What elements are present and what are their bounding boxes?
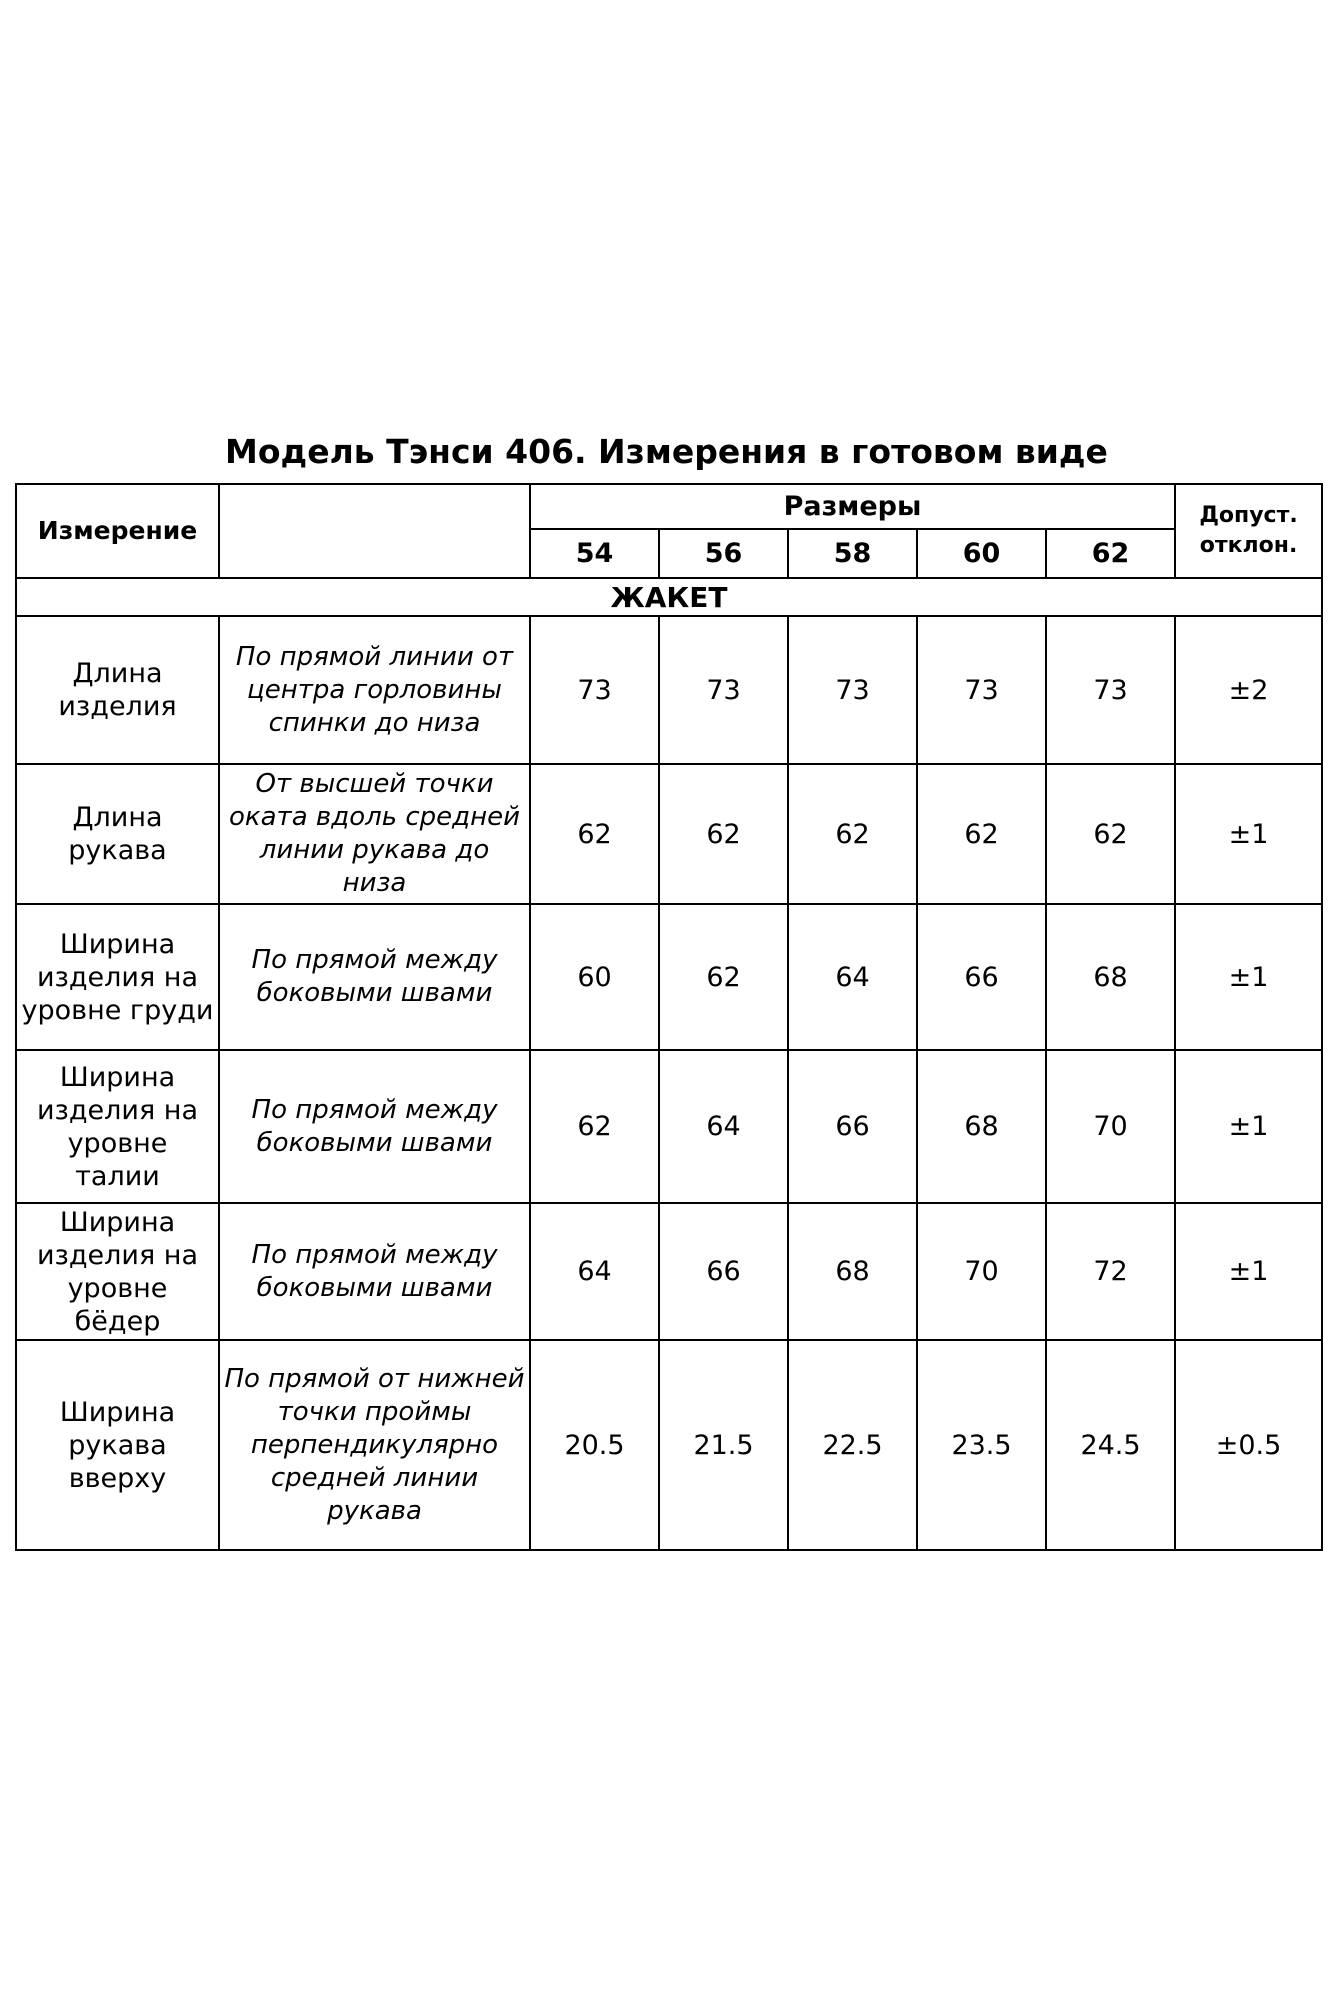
header-size: 58	[787, 528, 918, 579]
measurement-value: 72	[1044, 1202, 1177, 1341]
measurement-value: 68	[787, 1202, 918, 1341]
measurement-description: По прямой от нижней точки проймы перпенд…	[218, 1339, 531, 1551]
tolerance-value: ±1	[1174, 763, 1324, 905]
measurement-description: По прямой между боковыми швами	[218, 1202, 531, 1341]
measurement-value: 66	[916, 903, 1047, 1051]
measurement-value: 23.5	[916, 1339, 1047, 1551]
tolerance-value: ±1	[1174, 1202, 1324, 1341]
measurement-name: Длина рукава	[15, 763, 220, 905]
table-row: Ширина изделия на уровне талии По прямой …	[15, 1049, 1324, 1204]
measurement-name: Длина изделия	[15, 615, 220, 765]
measurement-value: 68	[1044, 903, 1177, 1051]
table-row: Ширина изделия на уровне бёдер По прямой …	[15, 1202, 1324, 1341]
measurement-value: 62	[1044, 763, 1177, 905]
measurement-description: От высшей точки оката вдоль средней лини…	[218, 763, 531, 905]
measurement-value: 62	[529, 763, 660, 905]
measurement-value: 70	[1044, 1049, 1177, 1204]
measurement-description: По прямой между боковыми швами	[218, 903, 531, 1051]
measurement-value: 60	[529, 903, 660, 1051]
measurement-value: 64	[787, 903, 918, 1051]
header-size: 60	[916, 528, 1047, 579]
header-size: 62	[1044, 528, 1177, 579]
measurement-value: 62	[787, 763, 918, 905]
header-sizes: Размеры	[528, 483, 1177, 530]
measurement-value: 62	[916, 763, 1047, 905]
section-title: ЖАКЕТ	[14, 577, 1324, 617]
measurement-description: По прямой линии от центра горловины спин…	[218, 615, 531, 765]
measurement-value: 66	[658, 1202, 789, 1341]
measurement-value: 73	[529, 615, 660, 765]
table-row: Ширина изделия на уровне груди По прямой …	[15, 903, 1324, 1051]
measurement-value: 66	[787, 1049, 918, 1204]
measurement-name: Ширина изделия на уровне бёдер	[15, 1202, 220, 1341]
header-measurement: Измерение	[15, 483, 220, 579]
measurements-table: Измерение Размеры Допуст. отклон. 54 56 …	[14, 483, 1324, 1551]
measurement-name: Ширина изделия на уровне груди	[15, 903, 220, 1051]
table-row: Ширина рукава вверху По прямой от нижней …	[15, 1339, 1324, 1551]
measurement-value: 22.5	[787, 1339, 918, 1551]
measurement-value: 73	[916, 615, 1047, 765]
header-tolerance: Допуст. отклон.	[1174, 483, 1324, 579]
header-size: 56	[658, 528, 789, 579]
measurement-value: 70	[916, 1202, 1047, 1341]
measurement-value: 62	[658, 763, 789, 905]
tolerance-value: ±1	[1174, 1049, 1324, 1204]
measurement-value: 68	[916, 1049, 1047, 1204]
measurement-value: 73	[787, 615, 918, 765]
measurement-value: 62	[529, 1049, 660, 1204]
header-size: 54	[529, 528, 660, 579]
measurement-name: Ширина изделия на уровне талии	[15, 1049, 220, 1204]
measurement-value: 73	[1044, 615, 1177, 765]
tolerance-value: ±2	[1174, 615, 1324, 765]
measurement-value: 64	[529, 1202, 660, 1341]
measurement-value: 64	[658, 1049, 789, 1204]
table-row: Длина рукава От высшей точки оката вдоль …	[15, 763, 1324, 905]
measurement-value: 62	[658, 903, 789, 1051]
table-row: Длина изделия По прямой линии от центра г…	[15, 615, 1324, 765]
tolerance-value: ±0.5	[1174, 1339, 1324, 1551]
header-description	[218, 483, 531, 579]
measurement-value: 73	[658, 615, 789, 765]
measurement-value: 20.5	[529, 1339, 660, 1551]
tolerance-value: ±1	[1174, 903, 1324, 1051]
measurement-description: По прямой между боковыми швами	[218, 1049, 531, 1204]
measurement-name: Ширина рукава вверху	[15, 1339, 220, 1551]
page-title: Модель Тэнси 406. Измерения в готовом ви…	[225, 432, 1108, 471]
measurement-value: 24.5	[1044, 1339, 1177, 1551]
measurement-value: 21.5	[658, 1339, 789, 1551]
